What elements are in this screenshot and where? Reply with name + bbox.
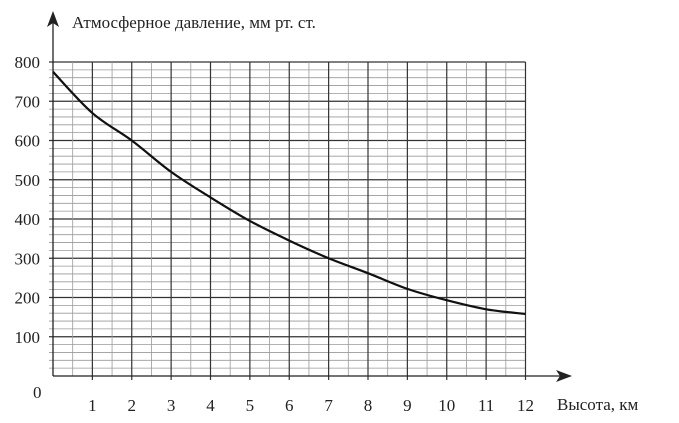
y-axis-label: Атмосферное давление, мм рт. ст. [72, 13, 316, 32]
y-tick-label: 600 [15, 132, 41, 151]
y-tick-label: 700 [15, 92, 41, 111]
y-tick-label: 200 [15, 289, 41, 308]
x-tick-label: 2 [128, 396, 137, 415]
y-tick-label: 300 [15, 249, 41, 268]
x-axis-arrow-icon [556, 370, 572, 382]
x-tick-label: 9 [403, 396, 412, 415]
y-tick-label: 100 [15, 328, 41, 347]
x-tick-label: 6 [285, 396, 294, 415]
y-axis-arrow-icon [47, 11, 59, 27]
x-tick-label: 5 [246, 396, 255, 415]
axes [47, 11, 572, 382]
x-tick-label: 1 [88, 396, 97, 415]
grid [49, 61, 527, 380]
x-axis-label: Высота, км [557, 395, 639, 414]
y-tick-label: 400 [15, 210, 41, 229]
y-tick-label: 800 [15, 53, 41, 72]
y-tick-label: 500 [15, 171, 41, 190]
origin-label: 0 [33, 383, 42, 402]
x-tick-label: 11 [478, 396, 494, 415]
x-tick-label: 4 [206, 396, 215, 415]
x-tick-label: 10 [438, 396, 455, 415]
x-tick-label: 8 [364, 396, 373, 415]
x-tick-label: 12 [517, 396, 534, 415]
x-tick-label: 7 [324, 396, 333, 415]
pressure-curve [52, 71, 526, 316]
x-tick-label: 3 [167, 396, 176, 415]
